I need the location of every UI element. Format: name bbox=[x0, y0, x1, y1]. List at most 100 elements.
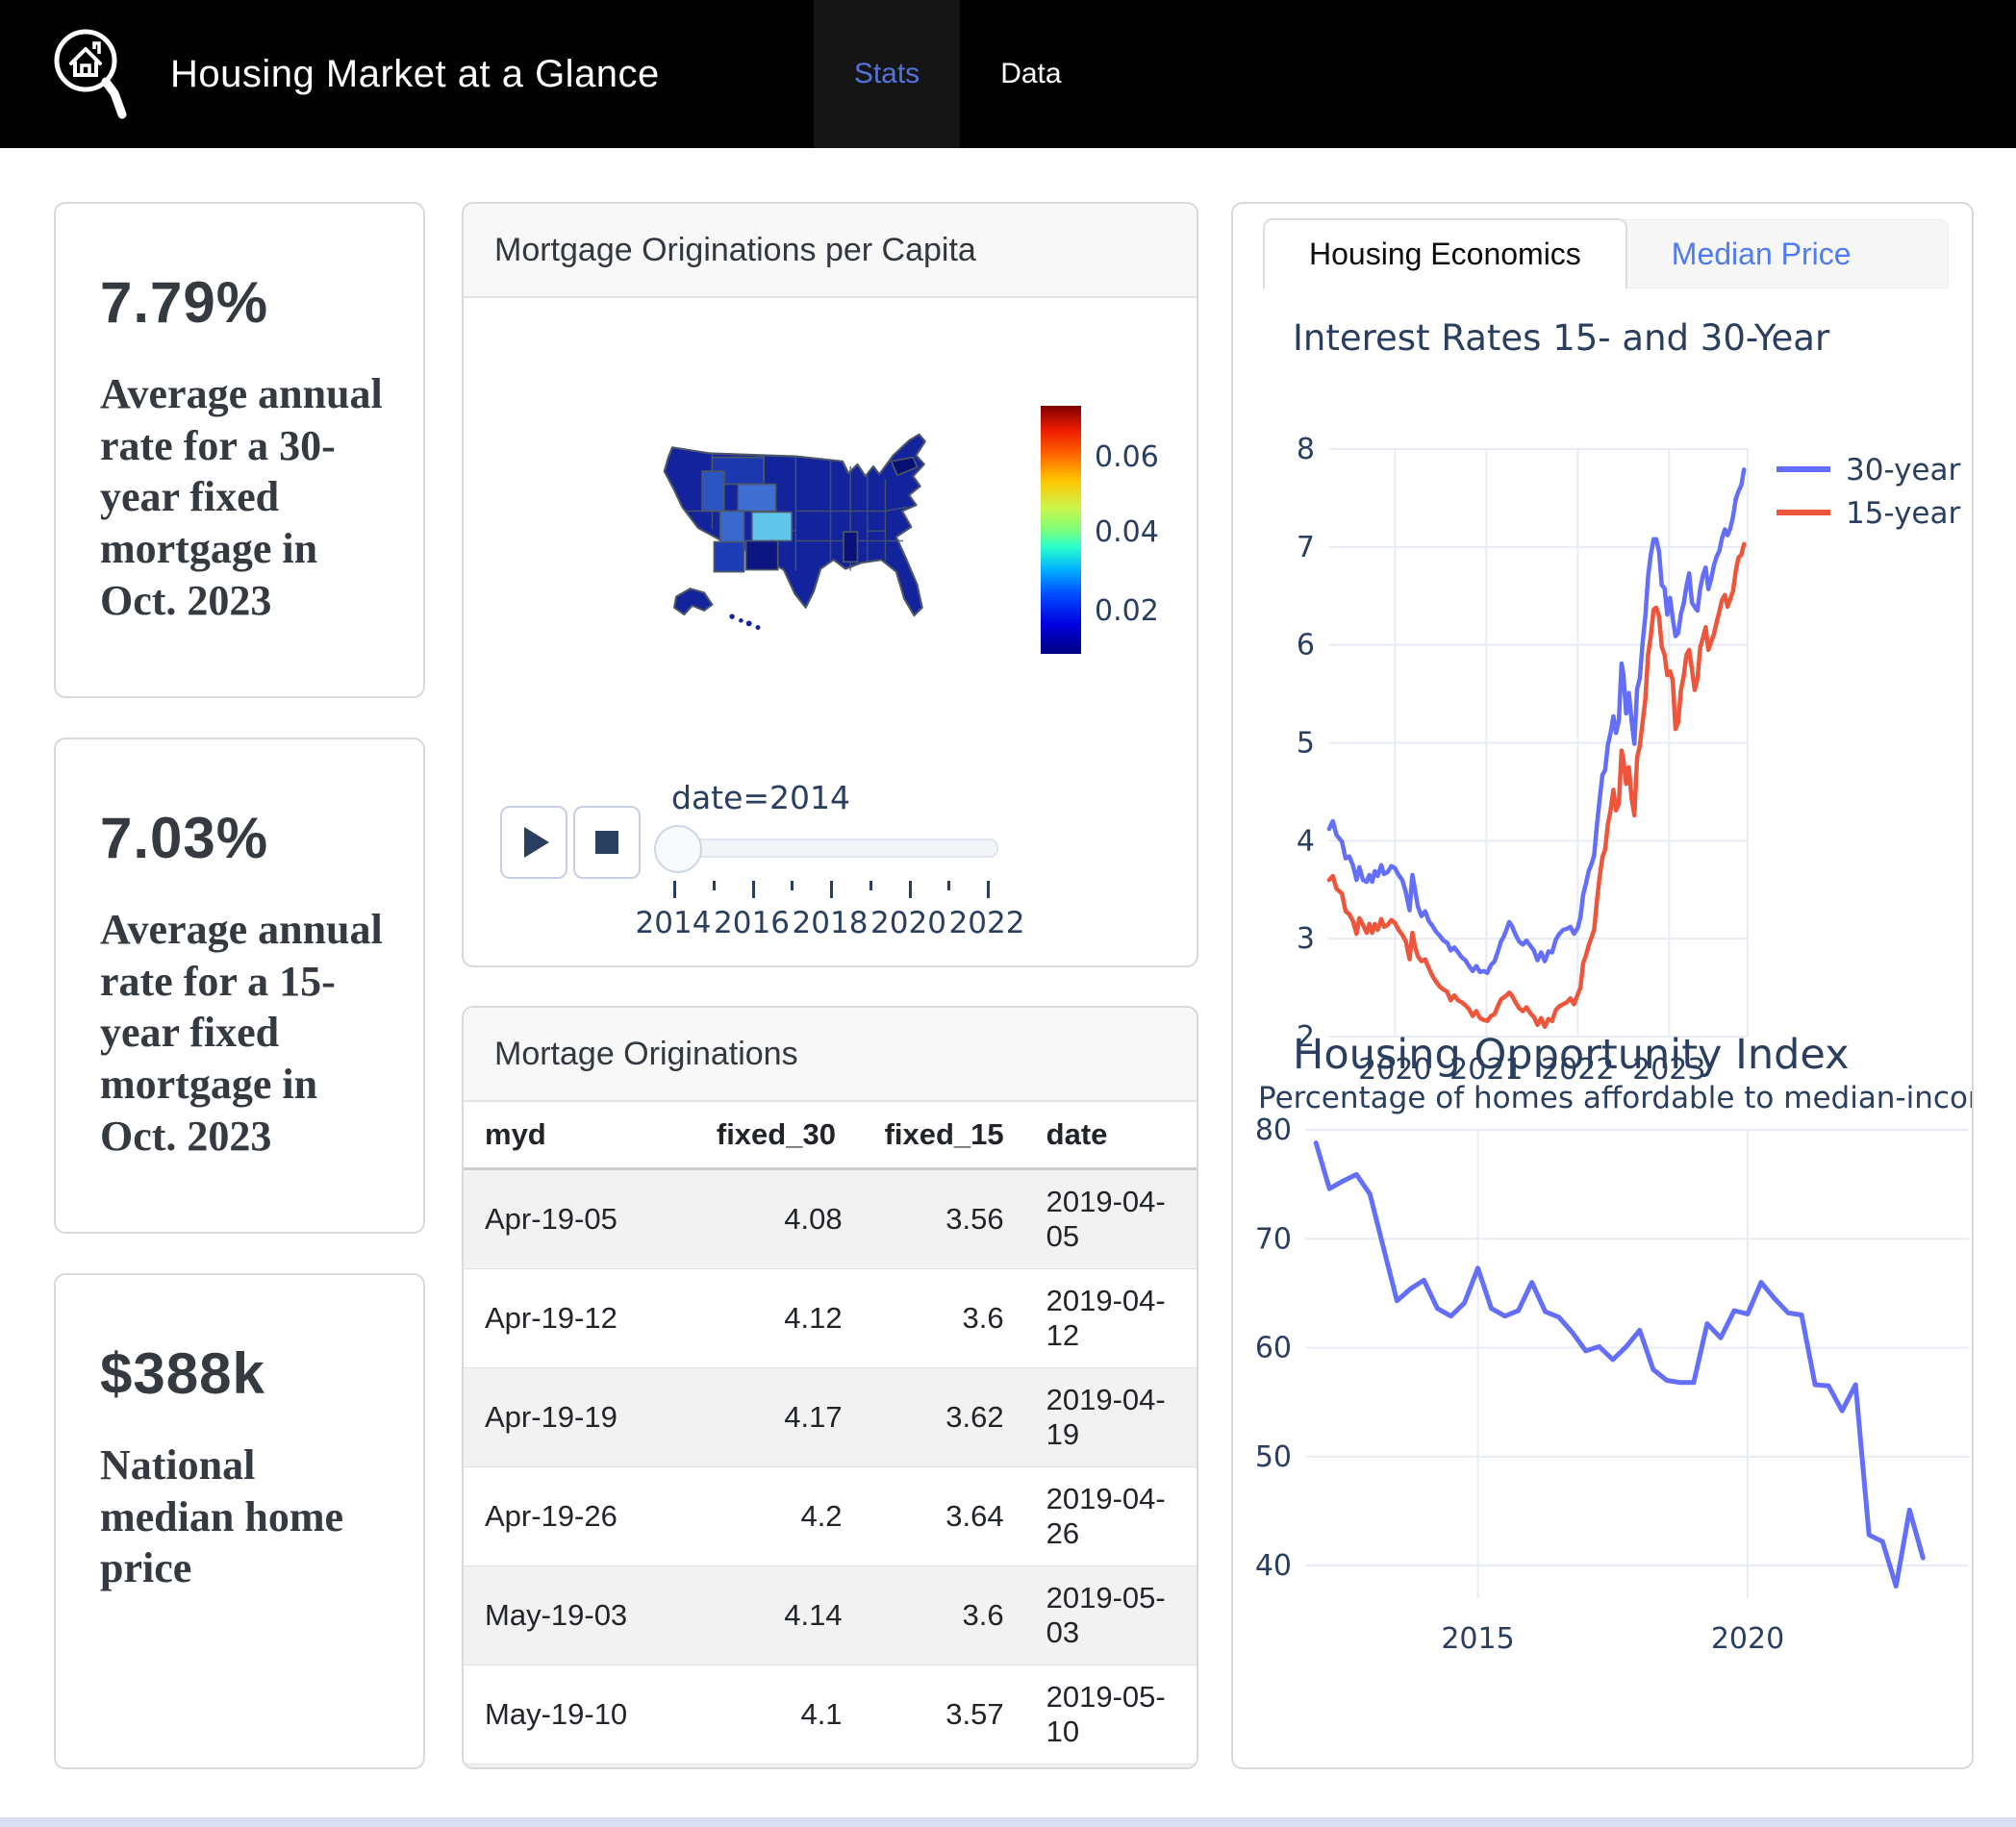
col-header-fixed30[interactable]: fixed_30 bbox=[694, 1102, 864, 1170]
table-cell: 4.17 bbox=[694, 1367, 864, 1467]
stop-button[interactable] bbox=[573, 806, 641, 879]
table-cell: 4.2 bbox=[694, 1466, 864, 1566]
svg-text:5: 5 bbox=[1297, 727, 1315, 761]
colorbar-tick-004: 0.04 bbox=[1095, 515, 1159, 549]
table-cell: 3.6 bbox=[863, 1268, 1025, 1368]
svg-text:4: 4 bbox=[1297, 824, 1315, 858]
animation-frame-label: date=2014 bbox=[671, 779, 851, 816]
page-content: 7.79% Average annual rate for a 30-year … bbox=[0, 148, 2016, 1827]
svg-text:3: 3 bbox=[1297, 922, 1315, 956]
table-cell: Apr-19-12 bbox=[464, 1268, 695, 1368]
stat-desc-30yr: Average annual rate for a 30-year fixed … bbox=[100, 370, 383, 624]
svg-text:2021: 2021 bbox=[1449, 1053, 1523, 1087]
table-body: Apr-19-05 4.08 3.56 2019-04-05 Apr-19-12 4.12… bbox=[464, 1168, 1197, 1767]
svg-text:6: 6 bbox=[1297, 629, 1315, 663]
col-header-myd[interactable]: myd bbox=[464, 1102, 695, 1170]
svg-text:2020: 2020 bbox=[1711, 1622, 1784, 1656]
table-cell: 2019-04-26 bbox=[1024, 1466, 1197, 1566]
svg-text:7: 7 bbox=[1297, 531, 1315, 564]
mortgage-table: myd fixed_30 fixed_15 date Apr-19-05 4.08… bbox=[464, 1102, 1197, 1767]
col-header-fixed15[interactable]: fixed_15 bbox=[863, 1102, 1025, 1170]
page-bottom-strip bbox=[0, 1817, 2016, 1827]
table-cell: 3.56 bbox=[863, 1168, 1025, 1269]
hoi-chart-title: Housing Opportunity Index bbox=[1293, 1031, 1850, 1079]
map-card-title: Mortgage Originations per Capita bbox=[494, 231, 976, 268]
slider-year-label: 2018 bbox=[792, 906, 869, 940]
slider-year-label: 2016 bbox=[714, 906, 790, 940]
colorbar-tick-006: 0.06 bbox=[1095, 440, 1159, 474]
table-cell: 4.14 bbox=[694, 1565, 864, 1665]
map-colorbar: 0.06 0.04 0.02 bbox=[1041, 406, 1159, 654]
map-card-body: 0.06 0.04 0.02 date=2014 2014 2016 2018 202… bbox=[464, 298, 1197, 965]
table-cell: 3.6 bbox=[863, 1565, 1025, 1665]
svg-text:70: 70 bbox=[1255, 1222, 1292, 1256]
stat-desc-15yr: Average annual rate for a 15-year fixed … bbox=[100, 906, 383, 1160]
table-card: Mortage Originations myd fixed_30 fixed_… bbox=[462, 1006, 1198, 1769]
navbar: Housing Market at a Glance Stats Data bbox=[0, 0, 2016, 148]
slider-tick bbox=[673, 881, 676, 898]
svg-text:2022: 2022 bbox=[1541, 1053, 1614, 1087]
play-icon bbox=[524, 827, 549, 858]
table-row[interactable]: Apr-19-19 4.17 3.62 2019-04-19 bbox=[464, 1367, 1197, 1467]
slider-year-label: 2020 bbox=[870, 906, 946, 940]
table-cell: 3.57 bbox=[863, 1664, 1025, 1764]
table-cell: May-19-17 bbox=[464, 1764, 695, 1767]
map-card: Mortgage Originations per Capita bbox=[462, 202, 1198, 967]
table-row[interactable]: Apr-19-05 4.08 3.56 2019-04-05 bbox=[464, 1168, 1197, 1269]
stat-card-30yr: 7.79% Average annual rate for a 30-year … bbox=[54, 202, 425, 698]
table-cell: 2019-05-10 bbox=[1024, 1664, 1197, 1764]
colorbar-tick-002: 0.02 bbox=[1095, 594, 1159, 628]
play-button[interactable] bbox=[500, 806, 567, 879]
year-slider-track[interactable] bbox=[671, 838, 998, 858]
year-slider-handle[interactable] bbox=[654, 825, 702, 873]
slider-tick bbox=[751, 881, 755, 898]
table-cell: 3.62 bbox=[863, 1367, 1025, 1467]
interest-chart-title: Interest Rates 15- and 30-Year bbox=[1293, 317, 1830, 359]
table-cell: Apr-19-05 bbox=[464, 1168, 695, 1269]
navbar-tabs: Stats Data bbox=[813, 0, 1102, 148]
stat-card-15yr: 7.03% Average annual rate for a 15-year … bbox=[54, 738, 425, 1234]
table-cell: 4.1 bbox=[694, 1664, 864, 1764]
tab-housing-economics[interactable]: Housing Economics bbox=[1263, 218, 1627, 289]
table-row[interactable]: Apr-19-12 4.12 3.6 2019-04-12 bbox=[464, 1268, 1197, 1368]
year-slider-ticks bbox=[673, 881, 990, 900]
nav-tab-data[interactable]: Data bbox=[1000, 58, 1062, 89]
col-header-date[interactable]: date bbox=[1024, 1102, 1197, 1170]
table-cell: May-19-10 bbox=[464, 1664, 695, 1764]
table-row[interactable]: Apr-19-26 4.2 3.64 2019-04-26 bbox=[464, 1466, 1197, 1566]
us-choropleth-map[interactable] bbox=[646, 412, 985, 640]
charts-card: Housing Economics Median Price Interest … bbox=[1231, 202, 1974, 1769]
tab-median-price[interactable]: Median Price bbox=[1671, 236, 1852, 271]
svg-text:2: 2 bbox=[1297, 1020, 1315, 1054]
table-cell: 3.64 bbox=[863, 1466, 1025, 1566]
stat-desc-median-price: National median home price bbox=[100, 1441, 343, 1592]
table-row[interactable]: May-19-03 4.14 3.6 2019-05-03 bbox=[464, 1565, 1197, 1665]
table-row[interactable]: May-19-10 4.1 3.57 2019-05-10 bbox=[464, 1664, 1197, 1764]
table-cell: May-19-03 bbox=[464, 1565, 695, 1665]
table-card-title: Mortage Originations bbox=[494, 1035, 798, 1072]
table-cell: 2019-05-03 bbox=[1024, 1565, 1197, 1665]
table-cell: 2019-04-19 bbox=[1024, 1367, 1197, 1467]
svg-text:2023: 2023 bbox=[1632, 1053, 1705, 1087]
table-row[interactable]: May-19-174.073.532019-05-17 bbox=[464, 1764, 1197, 1767]
table-cell: 4.07 bbox=[694, 1764, 864, 1767]
house-magnifier-logo-icon bbox=[43, 20, 143, 129]
year-slider-labels: 2014 2016 2018 2020 2022 bbox=[636, 906, 1025, 944]
table-cell: Apr-19-19 bbox=[464, 1367, 695, 1467]
svg-text:15-year: 15-year bbox=[1846, 496, 1961, 531]
svg-text:2015: 2015 bbox=[1441, 1622, 1514, 1656]
slider-tick bbox=[947, 881, 951, 890]
table-cell: 4.08 bbox=[694, 1168, 864, 1269]
svg-text:50: 50 bbox=[1255, 1440, 1292, 1474]
slider-year-label: 2014 bbox=[635, 906, 712, 940]
slider-tick bbox=[791, 881, 794, 890]
slider-tick bbox=[987, 881, 990, 898]
table-header-row: myd fixed_30 fixed_15 date bbox=[464, 1102, 1197, 1170]
stop-icon bbox=[595, 831, 618, 854]
slider-tick bbox=[830, 881, 833, 898]
svg-text:40: 40 bbox=[1255, 1549, 1292, 1583]
svg-text:8: 8 bbox=[1297, 433, 1315, 466]
table-cell: 2019-05-17 bbox=[1024, 1764, 1197, 1767]
table-cell: 2019-04-05 bbox=[1024, 1168, 1197, 1269]
nav-tab-stats[interactable]: Stats bbox=[813, 0, 961, 148]
